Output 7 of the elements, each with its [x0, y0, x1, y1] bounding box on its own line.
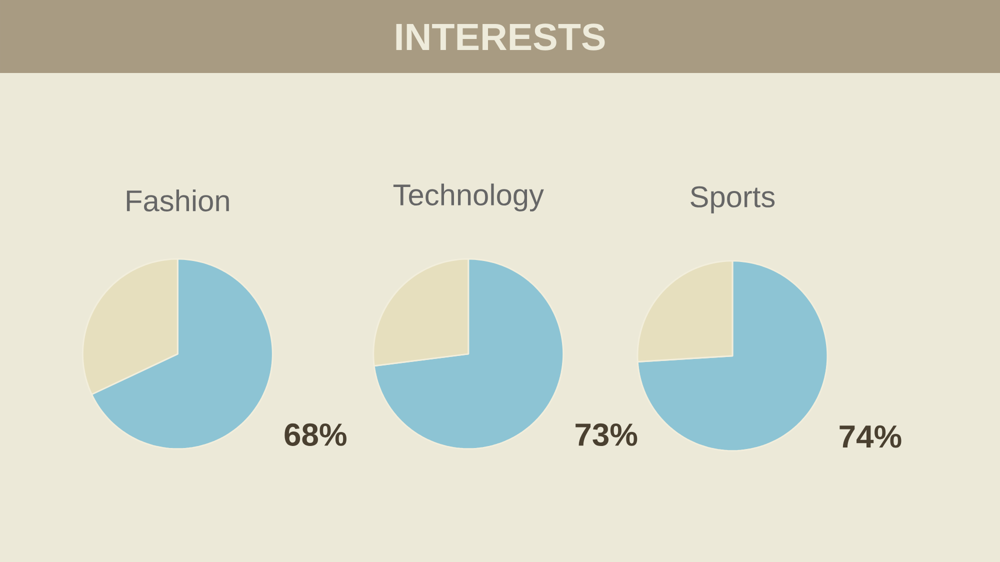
chart-title: Sports	[690, 186, 775, 214]
chart-title: Technology	[393, 184, 544, 212]
chart-title: Fashion	[126, 189, 229, 212]
data-label: 68%	[284, 423, 346, 446]
data-label: 73%	[576, 423, 638, 446]
text: INTERESTS	[396, 24, 605, 50]
data-label: 74%	[840, 425, 902, 448]
